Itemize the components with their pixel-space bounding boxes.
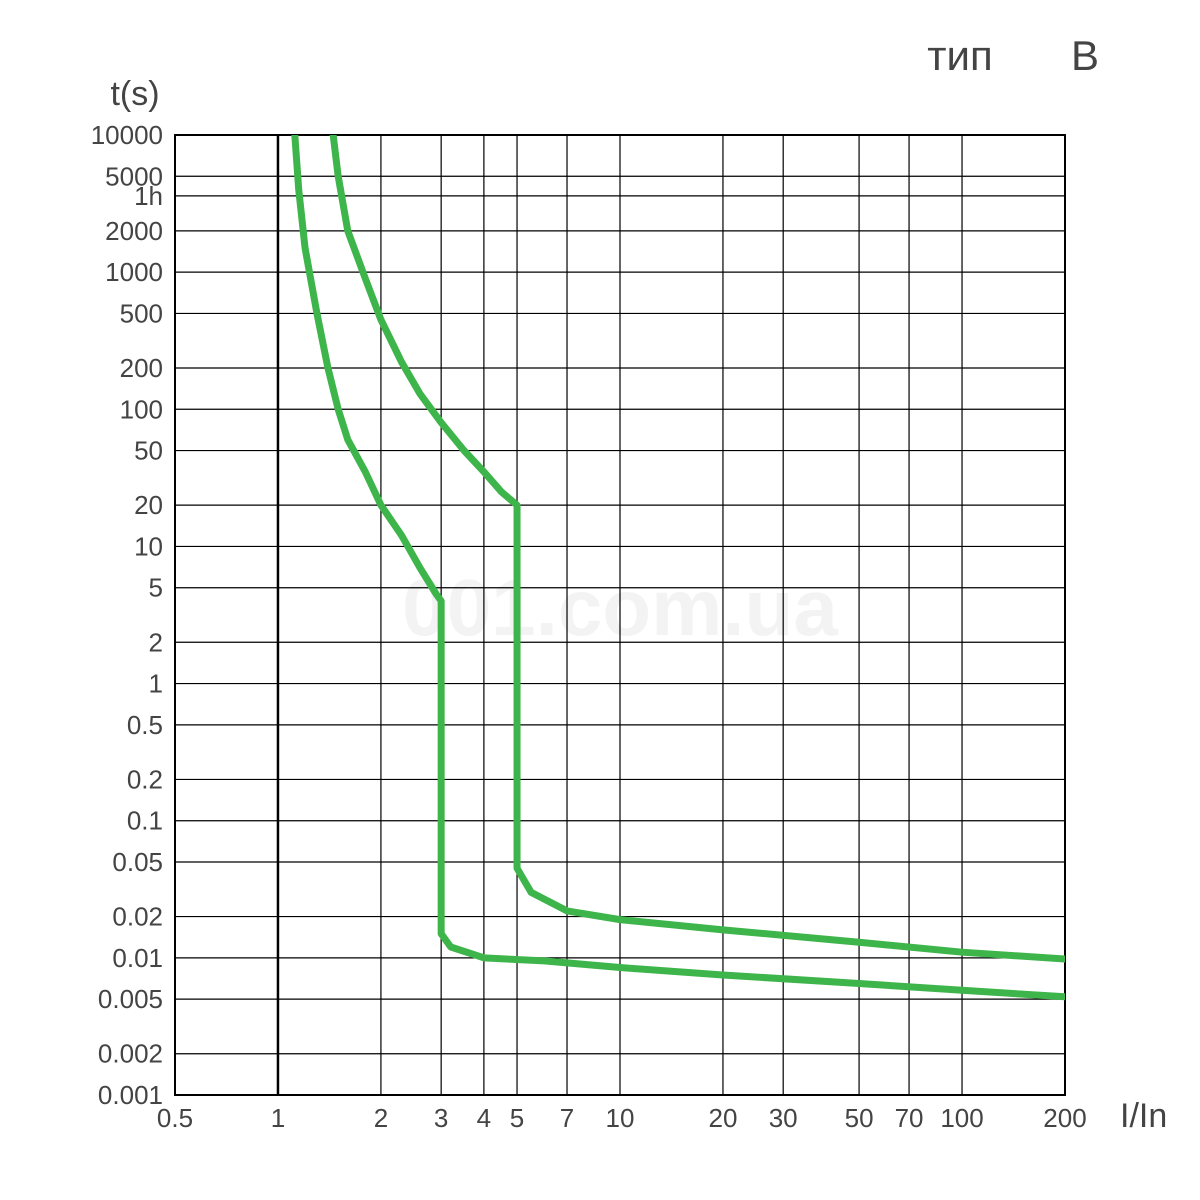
y-tick-label: 5000 — [105, 161, 163, 191]
y-tick-label: 0.002 — [98, 1039, 163, 1069]
x-tick-label: 70 — [895, 1103, 924, 1133]
x-tick-label: 100 — [940, 1103, 983, 1133]
x-tick-label: 3 — [434, 1103, 448, 1133]
y-tick-label: 20 — [134, 490, 163, 520]
y-tick-label: 50 — [134, 436, 163, 466]
y-tick-label: 100 — [120, 394, 163, 424]
y-tick-label: 500 — [120, 298, 163, 328]
x-axis-title: I/In — [1120, 1097, 1167, 1135]
y-axis-title: t(s) — [110, 75, 159, 113]
y-tick-label: 10000 — [91, 120, 163, 150]
x-tick-label: 1 — [271, 1103, 285, 1133]
y-tick-label: 0.01 — [112, 943, 163, 973]
trip-curve-chart: 001.com.ua0.512345710203050701002000.001… — [0, 0, 1200, 1200]
x-tick-label: 2 — [374, 1103, 388, 1133]
x-tick-label: 200 — [1043, 1103, 1086, 1133]
y-tick-label: 0.02 — [112, 902, 163, 932]
y-tick-label: 0.1 — [127, 806, 163, 836]
x-tick-label: 50 — [845, 1103, 874, 1133]
x-tick-label: 10 — [606, 1103, 635, 1133]
y-tick-label: 1 — [149, 669, 163, 699]
y-tick-label: 1000 — [105, 257, 163, 287]
chart-svg: 001.com.ua0.512345710203050701002000.001… — [0, 0, 1200, 1200]
x-tick-label: 7 — [560, 1103, 574, 1133]
y-tick-label: 0.001 — [98, 1080, 163, 1110]
y-tick-label: 5 — [149, 573, 163, 603]
x-tick-label: 5 — [510, 1103, 524, 1133]
chart-type-letter: B — [1071, 32, 1099, 79]
y-tick-label: 0.005 — [98, 984, 163, 1014]
y-tick-label: 10 — [134, 531, 163, 561]
y-tick-label: 2000 — [105, 216, 163, 246]
chart-type-label: тип — [927, 32, 992, 79]
y-tick-label: 0.05 — [112, 847, 163, 877]
y-tick-label: 200 — [120, 353, 163, 383]
x-tick-label: 4 — [477, 1103, 491, 1133]
y-tick-label: 2 — [149, 627, 163, 657]
x-tick-label: 30 — [769, 1103, 798, 1133]
x-tick-label: 20 — [709, 1103, 738, 1133]
y-tick-label: 0.2 — [127, 764, 163, 794]
y-tick-label: 0.5 — [127, 710, 163, 740]
